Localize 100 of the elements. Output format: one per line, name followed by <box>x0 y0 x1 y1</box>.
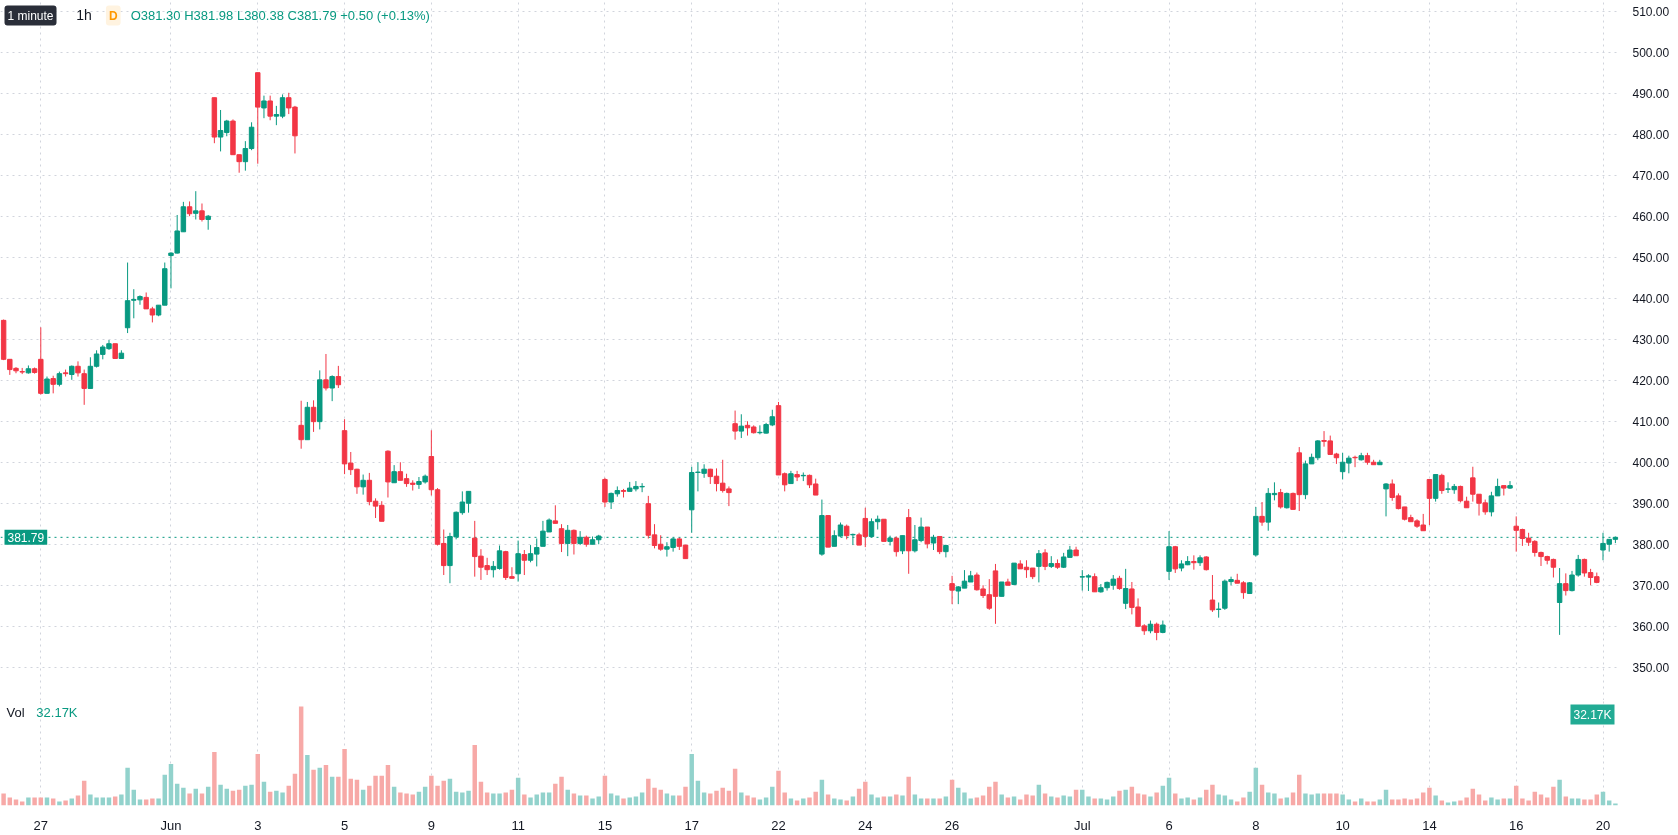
candlestick <box>1197 554 1203 567</box>
candlestick <box>1091 572 1098 593</box>
x-tick-label: 8 <box>1252 817 1260 833</box>
ref-line-label: 381.79 <box>7 530 45 545</box>
y-tick-label: 510.00 <box>1632 5 1670 20</box>
annotation: 32.17K <box>36 704 78 720</box>
y-tick-label: 390.00 <box>1632 497 1670 512</box>
bar <box>26 797 31 806</box>
bar <box>528 797 533 806</box>
bar <box>770 786 775 806</box>
bar <box>311 769 316 806</box>
candlestick <box>949 575 955 605</box>
candlestick <box>1432 474 1439 503</box>
bar <box>1210 784 1215 806</box>
bar <box>801 798 806 806</box>
candlestick <box>571 529 577 556</box>
annotation: O381.30 H381.98 L380.38 C381.79 +0.50 (+0.13%) <box>130 7 430 23</box>
bar <box>1427 787 1432 806</box>
candlestick <box>1556 567 1563 636</box>
x-tick-label: 17 <box>684 817 699 833</box>
bar <box>156 798 161 806</box>
candlestick <box>261 95 267 119</box>
bar <box>621 798 626 806</box>
candlestick <box>924 526 931 549</box>
y-tick-label: 420.00 <box>1632 374 1670 389</box>
candlestick <box>732 410 738 441</box>
bar <box>181 787 186 806</box>
bar <box>1551 786 1556 806</box>
bar <box>1148 796 1153 806</box>
candlestick <box>75 360 81 378</box>
x-tick-label: 22 <box>771 817 786 833</box>
candlestick <box>1507 480 1513 490</box>
candlestick <box>552 504 559 524</box>
bar <box>522 794 527 806</box>
bar <box>1272 793 1277 806</box>
bar <box>1433 795 1438 806</box>
candlestick <box>1277 488 1284 510</box>
candlestick <box>1383 482 1389 517</box>
candlestick <box>193 190 199 220</box>
y-tick-label: 410.00 <box>1632 415 1670 430</box>
x-tick-label: Jul <box>1073 817 1091 833</box>
bar <box>212 752 217 806</box>
bar <box>1278 798 1283 806</box>
candlestick <box>1191 554 1197 571</box>
x-tick-label: 9 <box>427 817 435 833</box>
y-tick-label: 450.00 <box>1632 251 1670 266</box>
x-tick-label: 26 <box>944 817 960 833</box>
candlestick <box>565 524 571 557</box>
annotation: 32.17K <box>1573 707 1612 722</box>
bar <box>32 797 37 806</box>
y-tick-label: 400.00 <box>1632 456 1670 471</box>
x-tick-label: 27 <box>33 817 49 833</box>
bar <box>565 789 570 806</box>
y-tick-label: 480.00 <box>1632 128 1670 143</box>
bar <box>937 798 942 806</box>
candlestick <box>893 535 900 558</box>
bar <box>925 798 930 806</box>
y-tick-label: 430.00 <box>1632 333 1670 348</box>
x-tick-label: 11 <box>511 817 525 833</box>
bar <box>1055 797 1060 806</box>
x-tick-label: 6 <box>1165 817 1173 833</box>
bar <box>305 754 310 806</box>
bar <box>1049 796 1054 806</box>
x-tick-label: 15 <box>597 817 613 833</box>
bar <box>931 798 936 806</box>
candlestick <box>1172 545 1178 574</box>
candlestick <box>1563 572 1569 597</box>
y-tick-label: 380.00 <box>1632 538 1670 553</box>
y-tick-label: 440.00 <box>1632 292 1670 307</box>
bar <box>1061 795 1066 806</box>
candlestick <box>577 530 583 546</box>
bar <box>1092 798 1097 806</box>
bar <box>739 792 744 806</box>
candlestick <box>794 470 800 482</box>
bar <box>1247 791 1252 806</box>
bar <box>863 781 868 806</box>
bar <box>1117 790 1122 806</box>
y-tick-label: 460.00 <box>1632 210 1670 225</box>
candlestick <box>81 369 87 406</box>
candlestick <box>1042 548 1048 571</box>
y-tick-label: 490.00 <box>1632 87 1670 102</box>
bar <box>298 706 304 806</box>
candlestick <box>1426 478 1433 526</box>
bar <box>627 797 632 806</box>
bar <box>1123 789 1128 806</box>
bar <box>1340 794 1345 806</box>
bar <box>844 800 849 806</box>
x-tick-label: Jun <box>160 817 182 833</box>
candlestick <box>1036 549 1042 583</box>
y-tick-label: 370.00 <box>1632 579 1670 594</box>
x-tick-label: 14 <box>1422 817 1437 833</box>
candlestick <box>521 549 528 576</box>
x-tick-label: 10 <box>1335 817 1350 833</box>
candlestick <box>558 523 565 553</box>
text: 1h <box>76 6 92 23</box>
candlestick <box>899 535 906 555</box>
x-tick-label: 3 <box>254 817 262 833</box>
annotation: D <box>108 8 118 23</box>
candlestick <box>1209 574 1216 613</box>
bar <box>1334 793 1339 806</box>
